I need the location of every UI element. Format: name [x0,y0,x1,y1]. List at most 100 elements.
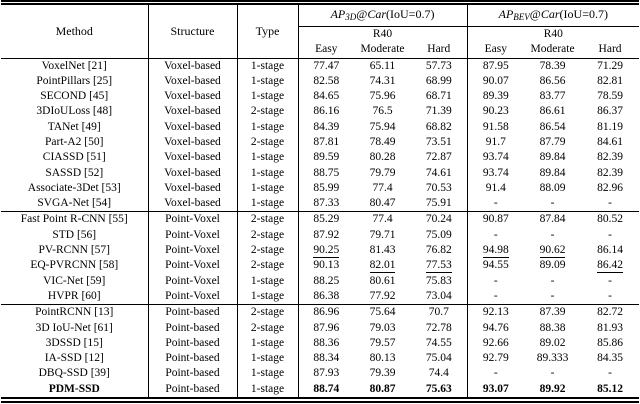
ap3d-moderate-cell: 79.03 [369,321,396,334]
apbev-moderate-cell: 88.38 [539,321,566,334]
method-cell: DBQ-SSD [39] [1,366,149,382]
type-cell: 2-stage [237,104,299,120]
apbev-easy-cell: 94.98 [467,243,524,259]
apbev-hard-cell: 71.29 [597,59,623,72]
structure-cell: Voxel-based [148,58,238,74]
ap3d-easy-cell: 88.34 [313,352,340,365]
ap3d-moderate-cell: 77.4 [354,211,411,228]
apbev-moderate-cell: 78.39 [539,59,566,72]
method-cell: VoxelNet [21] [1,58,149,74]
structure-cell: Voxel-based [148,134,238,151]
ap3d-hard-cell: 75.91 [411,196,468,212]
ap3d-easy-cell: 87.92 [313,228,340,241]
ap3d-hard-cell: 75.04 [411,351,468,367]
structure-cell: Point-Voxel [148,273,238,289]
column-group-apbev: APBEV@Car(IoU=0.7) [467,2,640,27]
ap3d-easy-cell: 84.39 [313,120,340,133]
structure-cell: Voxel-based [148,196,238,212]
column-header-moderate-3d: Moderate [354,42,411,59]
underlined-value: 77.53 [425,259,452,274]
apbev-hard-cell: 80.52 [581,211,640,228]
ap3d-subscript: 3D [345,12,357,22]
subheader-r40-bev: R40 [543,28,563,40]
apbev-hard-cell: 82.96 [597,181,623,194]
column-header-easy-3d: Easy [298,42,354,59]
apbev-moderate-cell: 86.56 [539,74,566,87]
ap3d-hard-cell: 73.51 [411,134,468,151]
apbev-easy-cell: 89.39 [482,90,509,103]
apbev-hard-cell: 84.35 [597,352,623,365]
ap3d-easy-cell: 88.25 [313,274,340,287]
ap3d-easy-cell: 84.65 [313,90,340,103]
method-cell: Associate-3Det [53] [1,180,149,197]
at-symbol: @ [356,7,368,21]
apbev-moderate-cell: 89.92 [539,382,566,395]
type-cell: 1-stage [237,273,299,289]
apbev-moderate-cell: 87.79 [539,135,566,148]
ap3d-easy-cell: 87.33 [313,197,340,210]
table-row: TANet [49] Voxel-based 1-stage 84.39 75.94 68… [1,119,639,135]
structure-cell: Point-based [148,335,238,352]
ap3d-easy-cell: 88.74 [313,382,340,395]
structure-cell: Point-based [148,381,238,401]
apbev-hard-cell: - [608,197,612,210]
apbev-moderate-cell: 87.84 [524,211,582,228]
apbev-hard-cell: - [608,289,612,302]
apbev-moderate-cell: 89.84 [539,166,566,179]
type-cell: 2-stage [237,258,299,274]
ap3d-easy-cell: 87.81 [313,135,340,148]
table-row: 3DSSD [15] Point-based 1-stage 88.36 79.57 74… [1,335,639,352]
ap3d-hard-cell: 73.04 [411,288,468,305]
type-cell: 1-stage [237,351,299,367]
column-header-moderate-bev: Moderate [524,42,582,59]
subheader-r40-3d: R40 [298,26,468,42]
ap3d-moderate-cell: 74.31 [369,74,396,87]
apbev-moderate-cell: 90.62 [524,243,581,259]
apbev-easy-cell: - [493,228,498,241]
method-cell: Fast Point R-CNN [55] [1,211,149,228]
apbev-easy-cell: 94.76 [482,321,509,334]
column-header-hard-3d: Hard [411,42,468,59]
method-cell: PDM-SSD [1,381,149,401]
type-cell: 1-stage [237,119,299,135]
table-row: CIASSD [51] Voxel-based 1-stage 89.59 80.28 7… [1,150,639,166]
underlined-value: 86.42 [597,259,623,274]
ap3d-easy-cell: 87.93 [313,367,340,380]
apbev-moderate-cell: 83.77 [539,90,566,103]
ap3d-easy-cell: 87.96 [313,321,340,334]
type-cell: 2-stage [237,134,299,151]
ap3d-hard-cell: 72.87 [411,150,468,166]
structure-cell: Point-Voxel [148,243,238,259]
apbev-hard-cell: 86.37 [597,105,623,118]
ap3d-easy-cell: 85.99 [313,181,340,194]
ap3d-moderate-cell: 79.39 [369,367,396,380]
table-row: EQ-PVRCNN [58] Point-Voxel 2-stage 90.13 82.… [1,258,639,274]
type-cell: 1-stage [237,196,299,212]
apbev-iou-label: (IoU=0.7) [559,7,608,21]
column-group-ap3d: AP3D@Car(IoU=0.7) [298,2,468,27]
ap3d-moderate-cell: 79.79 [369,166,396,179]
ap3d-moderate-cell: 77.92 [369,289,396,302]
method-cell: STD [56] [1,227,149,244]
table-row: 3D IoU-Net [61] Point-based 2-stage 87.96 79… [1,320,639,336]
structure-cell: Point-based [148,351,238,367]
ap3d-hard-cell: 68.82 [411,119,468,135]
underlined-value: 90.25 [313,244,340,259]
apbev-hard-cell: 81.19 [597,120,623,133]
apbev-moderate-cell: 89.333 [536,352,569,365]
column-header-method: Method [1,2,149,59]
ap3d-iou-label: (IoU=0.7) [386,7,435,21]
ap3d-hard-cell: 68.71 [411,89,468,105]
apbev-hard-cell: - [608,228,612,241]
method-cell: PointPillars [25] [1,73,149,90]
type-cell: 1-stage [237,366,299,382]
table-row: SASSD [52] Voxel-based 1-stage 88.75 79.79 74… [1,165,639,181]
column-header-type: Type [237,2,299,59]
method-cell: EQ-PVRCNN [58] [1,258,149,274]
apbev-easy-cell: 94.55 [482,259,509,272]
ap3d-easy-cell: 86.16 [313,105,340,118]
ap3d-moderate-cell: 80.28 [369,151,396,164]
ap3d-moderate-cell: 81.43 [369,244,396,257]
table-row: HVPR [60] Point-Voxel 1-stage 86.38 77.92 73.… [1,288,639,305]
table-row: 3DIoULoss [48] Voxel-based 2-stage 86.16 76.… [1,104,639,120]
